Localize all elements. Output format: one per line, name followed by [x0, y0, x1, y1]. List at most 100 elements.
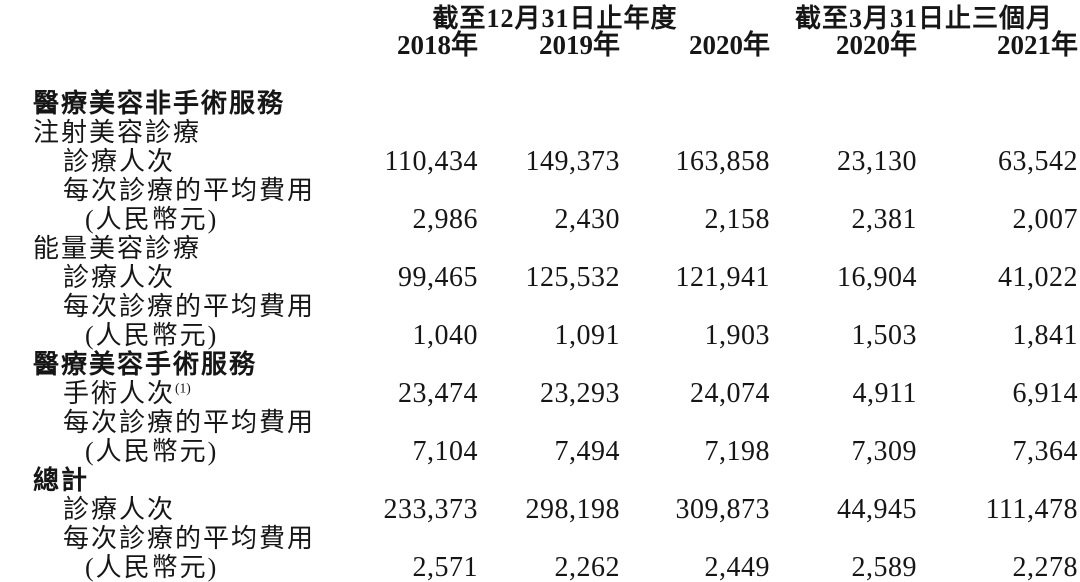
table-row: (人民幣元) 2,986 2,430 2,158 2,381 2,007	[0, 205, 1080, 234]
row-label: 總計	[0, 466, 340, 495]
row-label-text: 注射美容診療	[33, 118, 202, 147]
cell-value: 99,465	[398, 262, 478, 293]
cell-value: 298,198	[525, 494, 620, 525]
cell-value: 1,503	[851, 320, 917, 351]
row-label: 注射美容診療	[0, 118, 340, 147]
cell-value: 44,945	[837, 494, 917, 525]
cell-value: 163,858	[675, 146, 770, 177]
row-label: 診療人次	[0, 495, 340, 524]
column-header-year: 2020年	[689, 30, 770, 60]
table-row: 診療人次 99,465 125,532 121,941 16,904 41,022	[0, 263, 1080, 292]
table-row: 每次診療的平均費用	[0, 176, 1080, 205]
column-header-year: 2018年	[397, 30, 478, 60]
row-label: 每次診療的平均費用	[0, 408, 340, 437]
cell-value: 2,986	[412, 204, 478, 235]
row-label-text: (人民幣元)	[85, 205, 219, 234]
table-row: 每次診療的平均費用	[0, 408, 1080, 437]
cell-value: 23,130	[837, 146, 917, 177]
table-row: 總計	[0, 466, 1080, 495]
cell-value: 1,841	[1012, 320, 1078, 351]
cell-value: 2,278	[1012, 552, 1078, 582]
cell-value: 2,571	[412, 552, 478, 582]
row-label-text: 診療人次	[63, 263, 176, 292]
cell-value: 2,007	[1012, 204, 1078, 235]
row-label-text: 診療人次	[63, 147, 176, 176]
footnote-marker: (1)	[175, 380, 191, 396]
row-label-text: 醫療美容非手術服務	[33, 89, 286, 118]
table-header: 截至12月31日止年度 截至3月31日止三個月 2018年 2019年 2020年 2…	[0, 6, 1080, 59]
cell-value: 233,373	[383, 494, 478, 525]
cell-value: 23,293	[540, 378, 620, 409]
row-label-text: (人民幣元)	[85, 437, 219, 466]
row-label: 手術人次(1)	[0, 379, 340, 408]
row-label: 醫療美容非手術服務	[0, 89, 340, 118]
cell-value: 111,478	[985, 494, 1078, 525]
row-label: (人民幣元)	[0, 205, 340, 234]
cell-value: 16,904	[837, 262, 917, 293]
cell-value: 309,873	[675, 494, 770, 525]
table-body: 醫療美容非手術服務 注射美容診療 診療人次 110,434 149,373 163,858…	[0, 89, 1080, 582]
cell-value: 2,589	[851, 552, 917, 582]
cell-value: 7,104	[412, 436, 478, 467]
cell-value: 41,022	[998, 262, 1078, 293]
row-label: (人民幣元)	[0, 553, 340, 582]
cell-value: 2,158	[704, 204, 770, 235]
cell-value: 2,381	[851, 204, 917, 235]
cell-value: 23,474	[398, 378, 478, 409]
column-group-year-ended-dec31: 截至12月31日止年度	[432, 4, 678, 33]
column-year-row: 2018年 2019年 2020年 2020年 2021年	[0, 32, 1080, 59]
cell-value: 2,430	[554, 204, 620, 235]
table-row: 注射美容診療	[0, 118, 1080, 147]
row-label-text: 能量美容診療	[33, 234, 202, 263]
row-label-text: 每次診療的平均費用	[63, 408, 316, 437]
cell-value: 110,434	[384, 146, 478, 177]
row-label-text: 醫療美容手術服務	[33, 350, 258, 379]
table-row: 手術人次(1) 23,474 23,293 24,074 4,911 6,914	[0, 379, 1080, 408]
service-statistics-table: 截至12月31日止年度 截至3月31日止三個月 2018年 2019年 2020年 2…	[0, 6, 1080, 582]
column-header-year: 2019年	[539, 30, 620, 60]
table-row: 診療人次 110,434 149,373 163,858 23,130 63,542	[0, 147, 1080, 176]
row-label-text: 手術人次	[63, 379, 176, 408]
cell-value: 4,911	[852, 378, 917, 409]
cell-value: 7,364	[1012, 436, 1078, 467]
table-row: 醫療美容手術服務	[0, 350, 1080, 379]
row-label: 診療人次	[0, 263, 340, 292]
cell-value: 1,091	[554, 320, 620, 351]
row-label-text: 每次診療的平均費用	[63, 176, 316, 205]
row-label-text: 每次診療的平均費用	[63, 524, 316, 553]
row-label: 能量美容診療	[0, 234, 340, 263]
column-header-year: 2020年	[836, 30, 917, 60]
table-row: 能量美容診療	[0, 234, 1080, 263]
cell-value: 24,074	[690, 378, 770, 409]
table-row: 醫療美容非手術服務	[0, 89, 1080, 118]
cell-value: 6,914	[1012, 378, 1078, 409]
cell-value: 125,532	[525, 262, 620, 293]
column-header-year: 2021年	[997, 30, 1078, 60]
table-row: 每次診療的平均費用	[0, 292, 1080, 321]
cell-value: 1,903	[704, 320, 770, 351]
row-label: (人民幣元)	[0, 437, 340, 466]
row-label-text: 診療人次	[63, 495, 176, 524]
cell-value: 121,941	[675, 262, 770, 293]
row-label: 每次診療的平均費用	[0, 292, 340, 321]
cell-value: 149,373	[525, 146, 620, 177]
row-label-text: (人民幣元)	[85, 321, 219, 350]
table-row: (人民幣元) 1,040 1,091 1,903 1,503 1,841	[0, 321, 1080, 350]
table-row: (人民幣元) 7,104 7,494 7,198 7,309 7,364	[0, 437, 1080, 466]
cell-value: 2,262	[554, 552, 620, 582]
row-label: 醫療美容手術服務	[0, 350, 340, 379]
row-label: 每次診療的平均費用	[0, 524, 340, 553]
row-label-text: 總計	[33, 466, 90, 495]
table-row: 每次診療的平均費用	[0, 524, 1080, 553]
column-group-row: 截至12月31日止年度 截至3月31日止三個月	[0, 6, 1080, 32]
row-label: 診療人次	[0, 147, 340, 176]
row-label: (人民幣元)	[0, 321, 340, 350]
cell-value: 63,542	[998, 146, 1078, 177]
table-row: 診療人次 233,373 298,198 309,873 44,945 111,478	[0, 495, 1080, 524]
cell-value: 7,309	[851, 436, 917, 467]
cell-value: 7,494	[554, 436, 620, 467]
row-label-text: 每次診療的平均費用	[63, 292, 316, 321]
cell-value: 7,198	[704, 436, 770, 467]
row-label: 每次診療的平均費用	[0, 176, 340, 205]
